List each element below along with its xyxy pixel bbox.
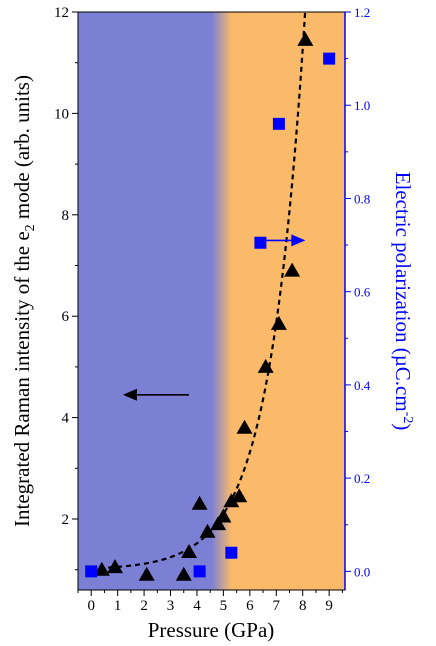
- intensity-point: [284, 262, 301, 277]
- x-tick-label: 8: [299, 598, 307, 614]
- polarization-point: [85, 565, 98, 578]
- intensity-point: [223, 493, 240, 508]
- intensity-point: [199, 523, 216, 538]
- polarization-point: [323, 52, 336, 65]
- left-arrow-head: [122, 388, 137, 401]
- y2-tick-label: 0.6: [354, 285, 371, 300]
- x-tick-label: 6: [246, 598, 254, 614]
- right-axis-title: Electric polarization (µC.cm-2): [391, 172, 415, 431]
- intensity-point: [297, 31, 314, 46]
- x-tick-label: 4: [193, 598, 201, 614]
- x-tick-label: 3: [167, 598, 175, 614]
- intensity-point: [236, 419, 253, 434]
- polarization-point: [254, 236, 267, 249]
- y-tick-label: 2: [62, 512, 70, 528]
- y-tick-label: 8: [62, 208, 70, 224]
- intensity-point: [181, 543, 198, 558]
- y-tick-label: 10: [54, 106, 69, 122]
- left-axis-title: Integrated Raman intensity of the e2 mod…: [10, 75, 38, 527]
- fit-curve: [99, 12, 307, 570]
- intensity-point: [107, 559, 124, 574]
- x-axis-title: Pressure (GPa): [148, 618, 275, 642]
- x-tick-label: 0: [87, 598, 95, 614]
- y2-tick-label: 0.0: [354, 564, 370, 579]
- y2-tick-label: 0.4: [354, 378, 371, 393]
- y-tick-label: 4: [62, 411, 70, 427]
- polarization-point: [272, 117, 285, 130]
- y2-tick-label: 1.0: [354, 98, 370, 113]
- polarization-point: [225, 546, 238, 559]
- y-tick-label: 6: [62, 309, 70, 325]
- intensity-point: [257, 358, 274, 373]
- x-tick-label: 2: [140, 598, 148, 614]
- y2-tick-label: 0.8: [354, 191, 370, 206]
- intensity-point: [210, 516, 227, 531]
- intensity-point: [138, 566, 155, 581]
- polarization-point: [193, 565, 206, 578]
- intensity-point: [215, 508, 232, 523]
- x-tick-label: 9: [325, 598, 333, 614]
- intensity-point: [175, 566, 192, 581]
- intensity-point: [93, 561, 110, 576]
- intensity-point: [231, 488, 248, 503]
- intensity-point: [191, 495, 208, 510]
- x-tick-label: 1: [114, 598, 122, 614]
- y2-tick-label: 0.2: [354, 471, 370, 486]
- right-arrow-head: [291, 234, 306, 247]
- y-tick-label: 12: [54, 5, 69, 21]
- x-tick-label: 7: [273, 598, 281, 614]
- plot-background: [78, 12, 345, 590]
- x-tick-label: 5: [220, 598, 228, 614]
- data-layer: [85, 12, 336, 581]
- intensity-point: [270, 315, 287, 330]
- y2-tick-label: 1.2: [354, 5, 370, 20]
